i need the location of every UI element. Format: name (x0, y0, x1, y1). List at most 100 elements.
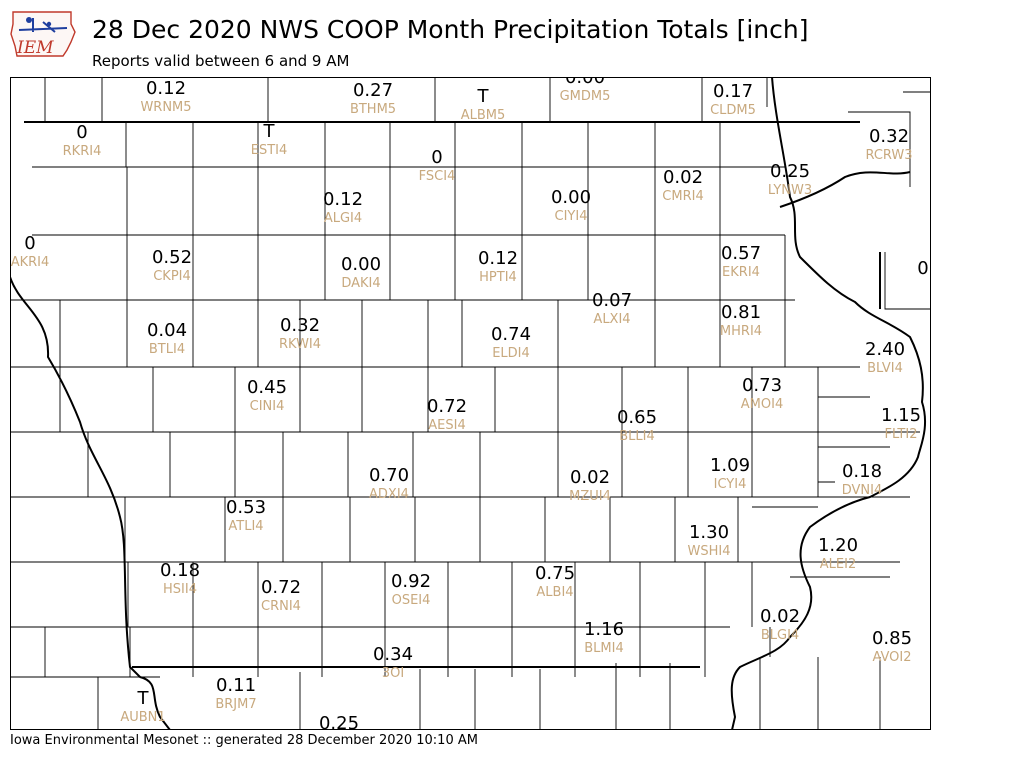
station-id: RKRI4 (63, 144, 102, 159)
station-id: CRNI4 (261, 599, 301, 614)
station-value: 1.09 (710, 455, 750, 476)
station-value: 0.17 (713, 81, 753, 102)
station-value: T (477, 86, 490, 107)
station-id: OSEI4 (392, 593, 431, 608)
station-id: WRNM5 (140, 100, 191, 115)
station-value: 0.04 (147, 320, 187, 341)
station-id: AESI4 (428, 418, 465, 433)
station-value: 0.72 (427, 396, 467, 417)
station-value: 0.73 (742, 375, 782, 396)
station-id: CIYI4 (555, 209, 588, 224)
station-id: WSHI4 (688, 544, 731, 559)
station-value: 0.53 (226, 497, 266, 518)
state-boundaries (10, 77, 927, 730)
station-value: T (263, 121, 276, 142)
station-id: BLMI4 (584, 641, 623, 656)
station-marker: 0.25ALXM7 (319, 713, 359, 730)
station-id: CLDM5 (710, 103, 756, 118)
station-id: BLGI4 (761, 628, 799, 643)
station-value: 0 (24, 233, 35, 254)
station-value: 0.72 (261, 577, 301, 598)
station-id: BLVI4 (867, 361, 903, 376)
station-value: 1.16 (584, 619, 624, 640)
station-id: DVNI4 (842, 483, 883, 498)
station-id: LYNW3 (768, 183, 812, 198)
station-id: ALBI4 (536, 585, 573, 600)
station-value: T (137, 688, 150, 709)
station-id: DAKI4 (341, 276, 380, 291)
page-title: 28 Dec 2020 NWS COOP Month Precipitation… (92, 15, 809, 44)
station-id: ADXI4 (369, 487, 409, 502)
station-value: 0.18 (160, 560, 200, 581)
station-id: ALBM5 (461, 108, 506, 123)
station-marker: 0 (917, 258, 928, 279)
map-frame (10, 77, 931, 730)
station-id: ELDI4 (492, 346, 530, 361)
station-value: 0.27 (353, 80, 393, 101)
station-value: 0.00 (341, 254, 381, 275)
station-id: RKWI4 (279, 337, 321, 352)
station-id: AUBN1 (120, 710, 165, 725)
station-value: 0.45 (247, 377, 287, 398)
station-id: CINI4 (250, 399, 285, 414)
iem-logo: IEM (10, 11, 76, 58)
station-value: 0.70 (369, 465, 409, 486)
station-value: 0.00 (565, 77, 605, 88)
station-id: BTHM5 (350, 102, 396, 117)
page-subtitle: Reports valid between 6 and 9 AM (92, 52, 350, 70)
station-value: 1.15 (881, 405, 921, 426)
station-id: AVOI2 (872, 650, 911, 665)
station-id: FSCI4 (419, 169, 456, 184)
station-value: 0.32 (869, 126, 909, 147)
station-value: 0.85 (872, 628, 912, 649)
station-value: 0.12 (478, 248, 518, 269)
station-value: 0.02 (760, 606, 800, 627)
station-id: 3OI (382, 666, 404, 681)
station-value: 0.02 (663, 167, 703, 188)
station-value: 0.65 (617, 407, 657, 428)
station-value: 0.75 (535, 563, 575, 584)
station-value: 0 (431, 147, 442, 168)
station-id: MHRI4 (720, 324, 762, 339)
station-value: 0 (917, 258, 928, 279)
station-value: 0.18 (842, 461, 882, 482)
station-id: MZUI4 (569, 489, 611, 504)
station-value: 1.20 (818, 535, 858, 556)
station-value: 0.81 (721, 302, 761, 323)
station-id: FLTI2 (885, 427, 918, 442)
station-id: BLLI4 (619, 429, 655, 444)
